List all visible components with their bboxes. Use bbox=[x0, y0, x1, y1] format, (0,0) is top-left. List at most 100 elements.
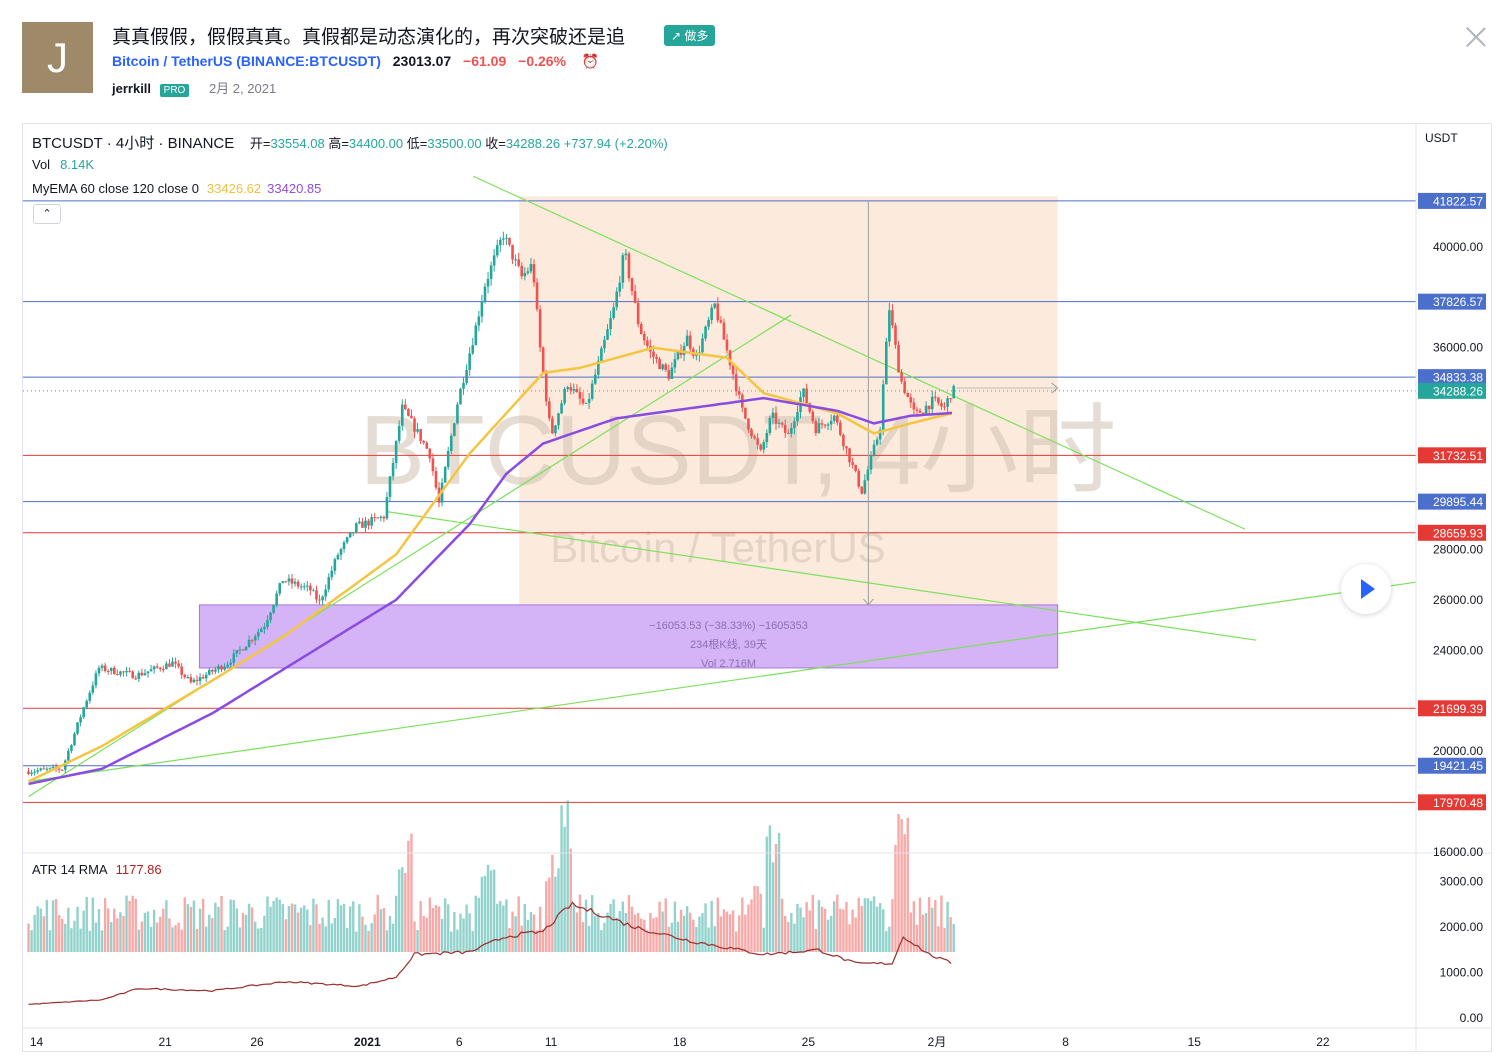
candle-body bbox=[927, 405, 931, 410]
volume-bar bbox=[793, 923, 796, 952]
volume-bar bbox=[431, 908, 435, 952]
candle-body bbox=[707, 319, 710, 327]
volume-bar bbox=[465, 904, 468, 952]
candle-body bbox=[646, 340, 649, 346]
candle-body bbox=[609, 318, 612, 330]
author-name[interactable]: jerrkill bbox=[112, 81, 152, 96]
volume-bar bbox=[664, 898, 667, 952]
candle-body bbox=[382, 516, 386, 519]
candle-body bbox=[508, 237, 511, 245]
candle-body bbox=[207, 669, 211, 675]
price-level-box bbox=[1418, 794, 1486, 811]
candle-body bbox=[30, 772, 33, 775]
volume-bar bbox=[738, 915, 741, 952]
candle-body bbox=[410, 415, 413, 419]
candle-body bbox=[355, 523, 358, 533]
symbol-link[interactable]: Bitcoin / TetherUS bbox=[112, 53, 233, 69]
volume-bar bbox=[796, 903, 799, 952]
chart-frame[interactable]: BTCUSDT, 4小时 Bitcoin / TetherUS −16053.53 … bbox=[22, 123, 1492, 1052]
candle-body bbox=[309, 585, 312, 591]
volume-bar bbox=[30, 930, 33, 952]
candle-body bbox=[278, 583, 282, 594]
volume-bar bbox=[159, 916, 162, 952]
close-icon[interactable] bbox=[1463, 24, 1489, 50]
candle-body bbox=[453, 423, 456, 436]
candle-body bbox=[639, 324, 643, 335]
collapse-legend-button[interactable]: ⌃ bbox=[33, 204, 61, 224]
volume-bar bbox=[149, 926, 153, 952]
atr-label: ATR 14 RMA bbox=[32, 862, 108, 877]
candle-body bbox=[214, 669, 217, 672]
candle-body bbox=[201, 677, 205, 679]
volume-bar bbox=[364, 924, 367, 952]
candle-body bbox=[462, 382, 465, 389]
candle-body bbox=[42, 768, 46, 770]
volume-bar bbox=[587, 925, 591, 952]
volume-bar bbox=[174, 925, 177, 952]
volume-bar bbox=[137, 929, 140, 952]
volume-bar bbox=[440, 918, 444, 952]
volume-bar bbox=[315, 904, 318, 952]
candle-body bbox=[875, 439, 879, 445]
volume-bar bbox=[85, 896, 88, 952]
volume-bar bbox=[716, 897, 720, 952]
volume-bar bbox=[324, 926, 327, 952]
volume-bar bbox=[934, 900, 937, 952]
candle-body bbox=[223, 666, 226, 670]
symbol-line: Bitcoin / TetherUS (BINANCE:BTCUSDT) 230… bbox=[112, 53, 599, 70]
author-avatar[interactable]: J bbox=[22, 22, 93, 93]
price-level-label: 28659.93 bbox=[1418, 524, 1486, 541]
volume-bar bbox=[413, 921, 416, 952]
candle-body bbox=[520, 265, 524, 277]
candle-body bbox=[615, 291, 619, 308]
candle-body bbox=[725, 339, 729, 351]
candle-body bbox=[192, 679, 196, 683]
volume-value: 8.14K bbox=[60, 157, 95, 172]
candle-body bbox=[597, 360, 600, 375]
symbol-change: −61.09 bbox=[463, 53, 507, 69]
currency-label: USDT bbox=[1425, 131, 1458, 145]
candle-body bbox=[195, 679, 199, 681]
volume-bar bbox=[829, 915, 833, 952]
candle-body bbox=[241, 649, 245, 651]
measure-text: Vol 2.716M bbox=[701, 658, 756, 670]
volume-bar bbox=[443, 898, 447, 952]
symbol-code-link[interactable]: (BINANCE:BTCUSDT) bbox=[236, 53, 381, 69]
candle-body bbox=[688, 335, 692, 349]
volume-bar bbox=[575, 912, 579, 952]
volume-bar bbox=[88, 930, 91, 952]
add-alert-icon[interactable]: ⏰ bbox=[581, 53, 600, 69]
volume-bar bbox=[106, 908, 110, 952]
candle-body bbox=[480, 301, 484, 317]
volume-bar bbox=[165, 900, 168, 952]
volume-bar bbox=[447, 904, 450, 952]
volume-bar bbox=[486, 864, 490, 952]
candle-body bbox=[244, 646, 248, 651]
candle-body bbox=[492, 255, 496, 266]
volume-bar bbox=[633, 914, 637, 952]
candle-body bbox=[27, 771, 30, 775]
candle-body bbox=[324, 589, 327, 597]
volume-bar bbox=[511, 911, 514, 952]
volume-bar bbox=[710, 900, 713, 952]
candle-body bbox=[189, 677, 193, 683]
volume-bar bbox=[817, 900, 821, 952]
ema-legend: MyEMA 60 close 120 close 0 33426.62 33420.… bbox=[32, 181, 321, 196]
play-button[interactable] bbox=[1341, 564, 1391, 614]
volume-bar bbox=[260, 927, 263, 952]
volume-bar bbox=[882, 909, 885, 952]
candle-body bbox=[446, 450, 450, 468]
candle-body bbox=[884, 341, 888, 385]
volume-bar bbox=[330, 923, 333, 952]
volume-legend: Vol 8.14K bbox=[32, 157, 94, 172]
candle-body bbox=[247, 640, 251, 647]
volume-bar bbox=[223, 930, 226, 952]
volume-bar bbox=[931, 907, 934, 952]
volume-bar bbox=[894, 844, 897, 952]
candle-body bbox=[765, 433, 769, 443]
volume-bar bbox=[762, 927, 765, 952]
volume-bar bbox=[250, 907, 254, 952]
atr-legend: ATR 14 RMA 1177.86 bbox=[32, 862, 162, 877]
volume-bar bbox=[756, 886, 759, 952]
